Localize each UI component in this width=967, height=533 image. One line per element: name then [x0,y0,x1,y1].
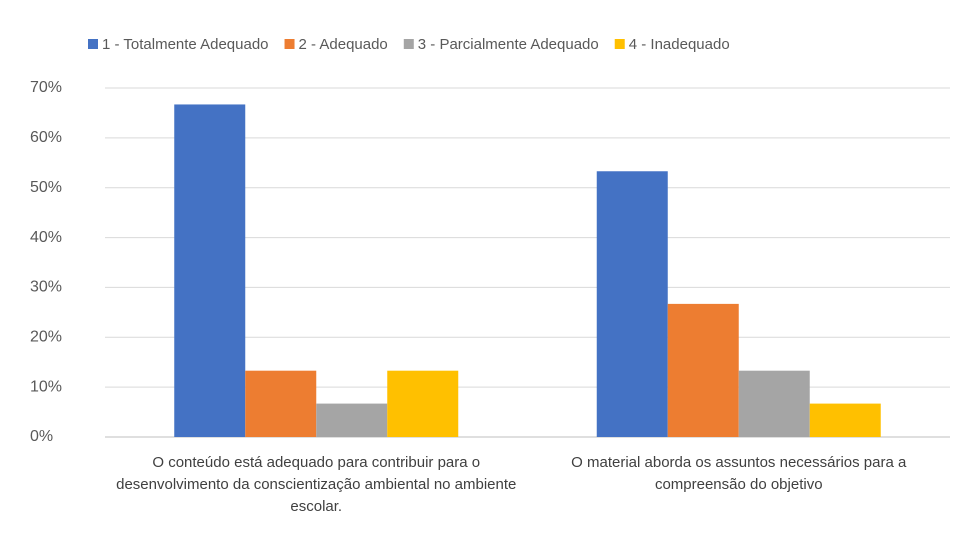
y-tick-label: 10% [30,378,62,395]
x-tick-label: O material aborda os assuntos necessário… [571,454,907,493]
legend-label: 4 - Inadequado [629,36,730,53]
y-tick-label: 50% [30,179,62,196]
bar [245,370,317,437]
legend-label: 3 - Parcialmente Adequado [418,36,599,53]
bar [174,104,246,438]
legend-swatch [614,39,625,49]
legend-label: 2 - Adequado [299,36,388,53]
legend-swatch [284,39,295,49]
y-tick-label: 20% [30,329,62,346]
bar [738,370,810,437]
legend-label: 1 - Totalmente Adequado [102,36,269,53]
bar [809,403,881,437]
legend-swatch [88,39,98,49]
bar [387,370,459,437]
y-tick-label: 40% [30,229,62,246]
y-tick-label: 70% [30,79,62,96]
y-tick-label: 60% [30,129,62,146]
legend-swatch [403,39,414,49]
bar [316,403,388,437]
x-tick-label: O conteúdo está adequado para contribuir… [116,454,517,515]
y-tick-label: 30% [30,279,62,296]
y-tick-label: 0% [30,428,53,445]
bar [667,303,739,437]
bar [596,171,668,438]
